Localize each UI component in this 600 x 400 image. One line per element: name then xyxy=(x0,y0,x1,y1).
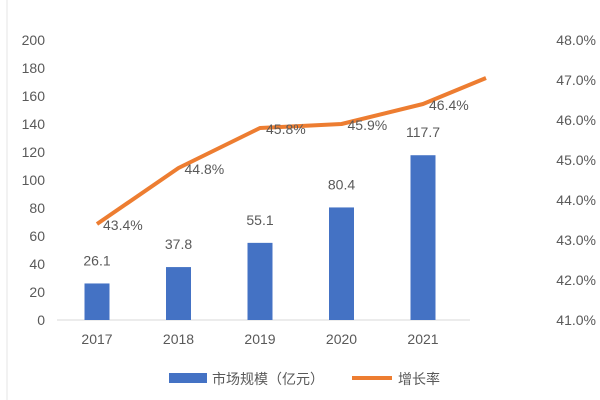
bar-data-label: 55.1 xyxy=(246,212,273,228)
left-tick-label: 40 xyxy=(29,256,45,272)
x-tick-label: 2018 xyxy=(163,331,194,347)
left-tick-label: 200 xyxy=(22,32,46,48)
left-tick-label: 120 xyxy=(22,144,46,160)
legend-line-label: 增长率 xyxy=(398,371,440,387)
right-tick-label: 45.0% xyxy=(556,152,596,168)
legend-bar-label: 市场规模（亿元） xyxy=(212,371,324,387)
line-data-label: 44.8% xyxy=(185,161,225,177)
legend-bar-swatch xyxy=(169,373,207,383)
left-tick-label: 100 xyxy=(22,172,46,188)
line-data-label: 45.8% xyxy=(266,121,306,137)
bar-data-label: 37.8 xyxy=(165,236,192,252)
left-tick-label: 20 xyxy=(29,284,45,300)
x-tick-label: 2021 xyxy=(407,331,438,347)
left-tick-label: 140 xyxy=(22,116,46,132)
bar xyxy=(166,267,191,320)
x-tick-label: 2017 xyxy=(81,331,112,347)
right-tick-label: 44.0% xyxy=(556,192,596,208)
left-tick-label: 160 xyxy=(22,88,46,104)
bar-data-label: 117.7 xyxy=(406,124,440,140)
line-data-label: 45.9% xyxy=(348,117,388,133)
right-tick-label: 46.0% xyxy=(556,112,596,128)
x-tick-label: 2020 xyxy=(326,331,357,347)
left-tick-label: 180 xyxy=(22,60,46,76)
line-data-label: 43.4% xyxy=(103,217,143,233)
bar xyxy=(329,207,354,320)
growth-line xyxy=(95,76,487,226)
left-tick-label: 80 xyxy=(29,200,45,216)
bar xyxy=(247,242,273,320)
right-tick-label: 42.0% xyxy=(556,272,596,288)
right-tick-label: 41.0% xyxy=(556,312,596,328)
left-tick-label: 0 xyxy=(37,312,45,328)
right-tick-label: 47.0% xyxy=(556,72,596,88)
right-tick-label: 48.0% xyxy=(556,32,596,48)
bar-data-label: 26.1 xyxy=(83,252,110,268)
line-data-label: 46.4% xyxy=(429,97,469,113)
left-tick-label: 60 xyxy=(29,228,45,244)
bar xyxy=(410,155,436,320)
right-tick-label: 43.0% xyxy=(556,232,596,248)
bar-data-label: 80.4 xyxy=(328,176,355,192)
bar xyxy=(84,283,110,320)
x-tick-label: 2019 xyxy=(244,331,275,347)
